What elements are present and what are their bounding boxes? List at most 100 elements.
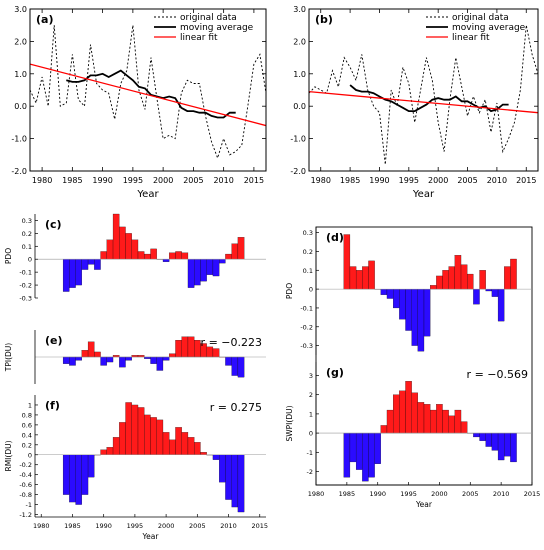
bar [491, 432, 499, 451]
bar [460, 264, 468, 290]
bar [467, 273, 474, 290]
x-axis-title: Year [136, 189, 159, 200]
y-tick-label: 3.0 [293, 5, 306, 14]
bar [386, 409, 394, 434]
bar [212, 348, 220, 358]
bar [162, 259, 170, 262]
bar [181, 432, 189, 455]
bar [368, 432, 375, 478]
series-moving-average [66, 69, 236, 119]
x-axis-title: Year [415, 500, 433, 509]
x-tick-label: 1990 [95, 522, 112, 530]
y-tick-label: 1.0 [14, 70, 27, 79]
bar [137, 251, 145, 260]
bar [368, 260, 375, 290]
y-tick-label: 0.1 [22, 243, 32, 251]
y-tick-label: 0 [309, 286, 313, 294]
panel-label: (g) [326, 366, 344, 379]
bar [156, 356, 164, 371]
y-tick-label: 0.3 [303, 229, 313, 237]
bar [100, 356, 107, 366]
bar [231, 454, 239, 508]
bar [87, 341, 95, 358]
x-tick-label: 2010 [220, 522, 237, 530]
y-axis-title: SWPI(DU) [285, 405, 294, 441]
correlation-annotation: r = 0.275 [210, 401, 262, 414]
bar [81, 454, 89, 495]
y-tick-label: -0.6 [19, 481, 32, 489]
series-original-data [30, 25, 266, 160]
x-axis-title: Year [142, 532, 160, 541]
correlation-annotation: r = −0.223 [201, 336, 262, 349]
bar [112, 213, 120, 260]
y-tick-label: -2.0 [11, 167, 27, 176]
bar [75, 356, 82, 361]
bar [75, 454, 82, 505]
x-tick-label: 2005 [189, 522, 206, 530]
bar [150, 356, 157, 364]
panel-label: (d) [326, 231, 344, 244]
x-tick-label: 2015 [244, 176, 264, 185]
bar [436, 404, 443, 434]
bar [175, 251, 182, 260]
y-tick-label: -0.3 [300, 342, 313, 350]
y-tick-label: -0.2 [300, 323, 313, 331]
plot-area-b [309, 25, 538, 165]
y-tick-label: 0.0 [293, 102, 306, 111]
x-tick-label: 2010 [487, 176, 507, 185]
bar [225, 253, 232, 260]
bar [187, 336, 195, 358]
bar [62, 356, 70, 364]
bar [380, 288, 388, 295]
y-tick-label: 0.2 [22, 230, 32, 238]
panel-g: -2 -1 0 1 2 3 SWPI(DU) (g) r = −0.569 1980 1985 199… [285, 362, 540, 509]
bar [349, 266, 357, 290]
bar [194, 259, 201, 286]
series-linear-fit [30, 63, 266, 127]
bar [448, 266, 455, 290]
bar [491, 288, 499, 297]
y-tick-label: 2.0 [293, 37, 306, 46]
bar [504, 266, 511, 290]
plot-frame [308, 8, 539, 172]
x-axis-title: Year [412, 189, 435, 200]
bar [150, 417, 157, 455]
y-axis-title: PDO [4, 248, 13, 264]
bar [156, 419, 164, 455]
bar [81, 350, 89, 358]
bar [181, 252, 189, 260]
bar [219, 259, 226, 264]
x-tick-label: 1990 [369, 490, 386, 498]
y-tick-label: 2.0 [14, 37, 27, 46]
legend-entry: moving average [180, 23, 254, 33]
x-tick-label: 2005 [457, 176, 477, 185]
bar [225, 356, 232, 366]
x-tick-label: 2000 [158, 522, 175, 530]
bar [423, 404, 431, 434]
x-tick-label: 2005 [462, 490, 479, 498]
x-tick-label: 2010 [213, 176, 233, 185]
y-tick-label: -1 [307, 449, 313, 457]
x-tick-label: 1990 [92, 176, 112, 185]
y-tick-label: -0.1 [19, 269, 32, 277]
y-tick-label: -1.0 [290, 135, 306, 144]
y-axis-title: TPI(DU) [4, 343, 13, 373]
bar [162, 432, 170, 455]
bar [454, 409, 462, 434]
panel-b: -2.0 -1.0 0.0 1.0 2.0 3.0 1980 1985 1990 1995 2000… [290, 5, 539, 200]
y-tick-label: 0.3 [22, 217, 32, 225]
panel-label: (e) [45, 334, 63, 347]
panel-f: -1.2 -1 -0.8 -0.6 -0.4 -0.2 0 0.2 0.4 0.6 0.8 1 RMI(… [4, 395, 268, 541]
bar [497, 288, 505, 322]
y-tick-label: 0.6 [22, 421, 32, 429]
bar [69, 259, 76, 288]
bar [169, 252, 176, 260]
bar [510, 432, 517, 463]
bar [175, 427, 182, 455]
bar [405, 381, 412, 434]
bar [62, 454, 70, 495]
bar [231, 243, 239, 260]
bar [87, 454, 95, 478]
y-tick-label: 0 [28, 451, 32, 459]
